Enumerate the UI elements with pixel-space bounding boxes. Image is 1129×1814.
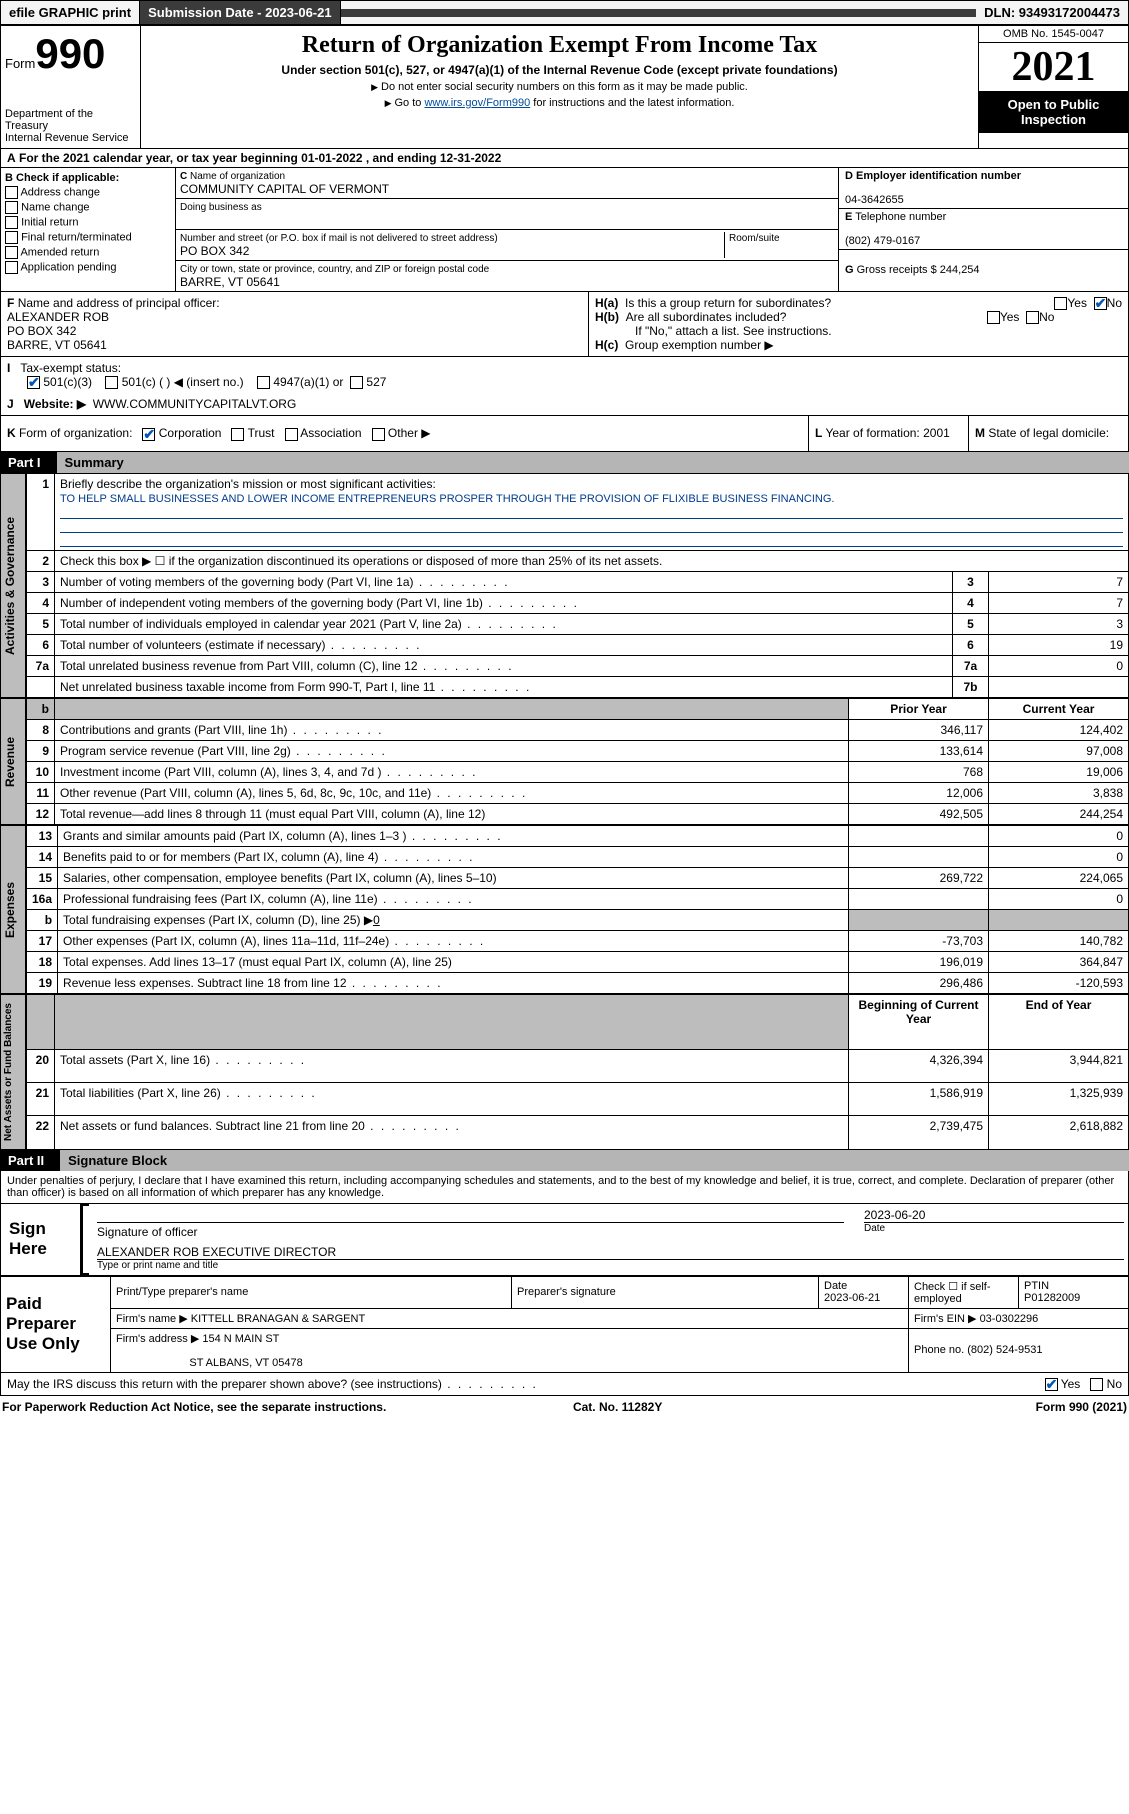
discuss-no[interactable]: [1090, 1378, 1103, 1391]
prep-date: 2023-06-21: [824, 1292, 880, 1304]
mission-text: TO HELP SMALL BUSINESSES AND LOWER INCOM…: [60, 493, 834, 505]
omb-number: OMB No. 1545-0047: [979, 26, 1128, 43]
firm-name: KITTELL BRANAGAN & SARGENT: [191, 1313, 365, 1325]
dept-treasury: Department of the Treasury: [5, 108, 136, 132]
part1-expenses: Expenses 13Grants and similar amounts pa…: [0, 825, 1129, 994]
v5: 3: [989, 613, 1129, 634]
tax-year: 2021: [979, 43, 1128, 91]
vtab-governance: Activities & Governance: [0, 473, 26, 698]
website: WWW.COMMUNITYCAPITALVT.ORG: [93, 397, 297, 411]
part1-revenue: Revenue bPrior YearCurrent Year 8Contrib…: [0, 698, 1129, 825]
hb-yes[interactable]: [987, 311, 1000, 324]
cb-amended[interactable]: Amended return: [5, 246, 171, 259]
submission-date: Submission Date - 2023-06-21: [140, 1, 341, 24]
form-number: 990: [35, 30, 105, 77]
paid-preparer-block: Paid Preparer Use Only Print/Type prepar…: [0, 1276, 1129, 1373]
arrow-icon: [371, 81, 381, 93]
bracket-icon: [81, 1204, 89, 1275]
klm-row: K Form of organization: Corporation Trus…: [0, 416, 1129, 451]
form-year-cell: OMB No. 1545-0047 2021 Open to Public In…: [979, 26, 1129, 149]
gross-receipts: 244,254: [940, 264, 980, 276]
part2-header: Part II Signature Block: [0, 1150, 1129, 1171]
open-inspection: Open to Public Inspection: [979, 91, 1128, 133]
hb-no[interactable]: [1026, 311, 1039, 324]
v3: 7: [989, 571, 1129, 592]
arrow-icon: [385, 97, 395, 109]
ein: 04-3642655: [845, 194, 904, 206]
f-h-block: F Name and address of principal officer:…: [0, 292, 1129, 357]
org-city: BARRE, VT 05641: [180, 275, 280, 289]
irs-link[interactable]: www.irs.gov/Form990: [424, 97, 530, 109]
discuss-row: May the IRS discuss this return with the…: [0, 1373, 1129, 1396]
form-subtitle: Under section 501(c), 527, or 4947(a)(1)…: [147, 63, 972, 77]
sign-date: 2023-06-20: [864, 1208, 1124, 1222]
firm-phone: (802) 524-9531: [967, 1344, 1042, 1356]
v7b: [989, 676, 1129, 697]
j-website: J Website: ▶ WWW.COMMUNITYCAPITALVT.ORG: [0, 393, 1129, 416]
col-right-deg: D Employer identification number 04-3642…: [838, 168, 1128, 291]
vtab-expenses: Expenses: [0, 825, 26, 994]
part1-netassets: Net Assets or Fund Balances Beginning of…: [0, 994, 1129, 1150]
cb-final-return[interactable]: Final return/terminated: [5, 231, 171, 244]
vtab-netassets: Net Assets or Fund Balances: [0, 994, 26, 1150]
cb-other[interactable]: [372, 428, 385, 441]
v6: 19: [989, 634, 1129, 655]
cb-527[interactable]: [350, 376, 363, 389]
form-header: Form990 Department of the Treasury Inter…: [0, 25, 1129, 149]
ptin: P01282009: [1024, 1292, 1080, 1304]
officer-name: ALEXANDER ROB: [7, 310, 109, 324]
cb-app-pending[interactable]: Application pending: [5, 261, 171, 274]
line-a: A For the 2021 calendar year, or tax yea…: [0, 149, 1129, 168]
v7a: 0: [989, 655, 1129, 676]
officer-name-title: ALEXANDER ROB EXECUTIVE DIRECTOR: [97, 1245, 1124, 1259]
i-row: I Tax-exempt status: 501(c)(3) 501(c) ( …: [0, 357, 1129, 393]
firm-ein: 03-0302296: [980, 1313, 1039, 1325]
tax-year-end: 12-31-2022: [440, 151, 501, 165]
cb-501c3[interactable]: [27, 376, 40, 389]
page-footer: For Paperwork Reduction Act Notice, see …: [0, 1396, 1129, 1418]
cb-assoc[interactable]: [285, 428, 298, 441]
ha-yes[interactable]: [1054, 297, 1067, 310]
org-name: COMMUNITY CAPITAL OF VERMONT: [180, 182, 389, 196]
org-street: PO BOX 342: [180, 244, 249, 258]
cb-address-change[interactable]: Address change: [5, 186, 171, 199]
cb-corp[interactable]: [142, 428, 155, 441]
cb-501c[interactable]: [105, 376, 118, 389]
sign-here-block: Sign Here Signature of officer 2023-06-2…: [0, 1204, 1129, 1276]
cb-4947[interactable]: [257, 376, 270, 389]
efile-topbar: efile GRAPHIC print Submission Date - 20…: [0, 0, 1129, 25]
cb-trust[interactable]: [231, 428, 244, 441]
year-formation: 2001: [923, 426, 950, 440]
cb-name-change[interactable]: Name change: [5, 201, 171, 214]
ssn-note: Do not enter social security numbers on …: [381, 81, 748, 93]
discuss-yes[interactable]: [1045, 1378, 1058, 1391]
col-b-checkboxes: B Check if applicable: Address change Na…: [1, 168, 176, 291]
dln: DLN: 93493172004473: [976, 1, 1128, 24]
form-title-cell: Return of Organization Exempt From Incom…: [141, 26, 979, 149]
cb-initial-return[interactable]: Initial return: [5, 216, 171, 229]
form-id-cell: Form990 Department of the Treasury Inter…: [1, 26, 141, 149]
form-label: Form: [5, 56, 35, 71]
vtab-revenue: Revenue: [0, 698, 26, 825]
cb-self-employed[interactable]: Check ☐ if self-employed: [909, 1276, 1019, 1308]
efile-print[interactable]: efile GRAPHIC print: [1, 1, 140, 24]
v4: 7: [989, 592, 1129, 613]
col-c: C Name of organization COMMUNITY CAPITAL…: [176, 168, 838, 291]
penalty-statement: Under penalties of perjury, I declare th…: [0, 1171, 1129, 1204]
form-title: Return of Organization Exempt From Incom…: [147, 32, 972, 59]
part1-governance: Activities & Governance 1 Briefly descri…: [0, 473, 1129, 698]
part1-header: Part I Summary: [0, 452, 1129, 473]
tax-year-begin: 01-01-2022: [301, 151, 362, 165]
line-2: Check this box ▶ ☐ if the organization d…: [55, 550, 1129, 571]
org-info-block: B Check if applicable: Address change Na…: [0, 168, 1129, 292]
phone: (802) 479-0167: [845, 235, 920, 247]
irs-label: Internal Revenue Service: [5, 132, 136, 144]
ha-no[interactable]: [1094, 297, 1107, 310]
